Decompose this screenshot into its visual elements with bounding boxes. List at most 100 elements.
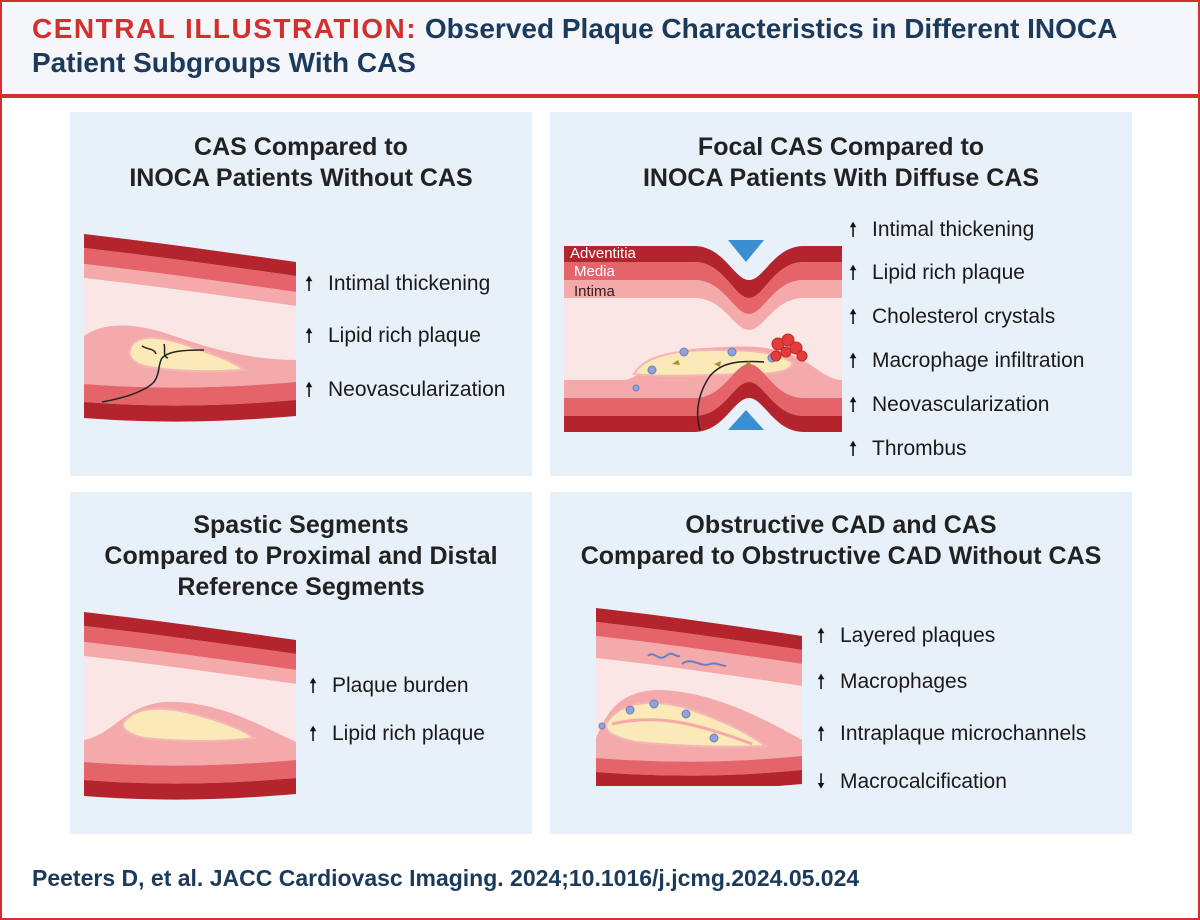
vessel-illustration	[84, 234, 296, 422]
vessel-adventitia-top	[84, 612, 296, 654]
vessel-adventitia-top	[596, 608, 802, 650]
layer-label-intima: Intima	[574, 283, 616, 300]
up-arrow-icon: 🠕	[308, 675, 318, 697]
panel-title-line: Reference Segments	[177, 573, 425, 601]
header-label: CENTRAL ILLUSTRATION:	[32, 13, 418, 44]
finding-item: 🠕 Layered plaques	[814, 624, 996, 648]
cholesterol-crystal	[672, 360, 680, 365]
thrombus-cell	[780, 346, 792, 358]
vessel-media-bottom	[84, 382, 296, 406]
layer-label-adventitia: Adventitia	[570, 245, 637, 262]
panel-title: Focal CAS Compared to INOCA Patients Wit…	[550, 132, 1132, 194]
stenosis-marker-top-icon	[728, 240, 764, 262]
microchannel	[647, 652, 681, 659]
finding-item: 🠕 Macrophage infiltration	[846, 349, 1085, 373]
header: CENTRAL ILLUSTRATION: Observed Plaque Ch…	[2, 2, 1198, 98]
stenosis-marker-bottom-icon	[728, 410, 764, 430]
neovessel	[101, 349, 205, 403]
vessel-adventitia-bottom	[596, 770, 802, 786]
up-arrow-icon: 🠕	[848, 262, 858, 284]
finding-item: 🠕 Neovascularization	[846, 393, 1050, 417]
up-arrow-icon: 🠕	[304, 273, 314, 295]
cholesterol-crystal	[744, 361, 752, 366]
neovessel-branch	[141, 343, 169, 359]
thrombus-cell	[770, 350, 782, 362]
vessel-adventitia-bottom	[84, 400, 296, 422]
finding-text: Plaque burden	[332, 674, 469, 697]
panel-title-line: Spastic Segments	[193, 511, 409, 539]
up-arrow-icon: 🠕	[816, 723, 826, 745]
panel-title-line: INOCA Patients Without CAS	[129, 164, 473, 192]
panel-focal-vs-diffuse: Focal CAS Compared to INOCA Patients Wit…	[550, 112, 1132, 476]
finding-item: 🠕 Neovascularization	[302, 378, 506, 402]
panel-title-line: CAS Compared to	[194, 133, 408, 161]
finding-item: 🠕 Lipid rich plaque	[302, 324, 481, 348]
finding-item: 🠕 Intimal thickening	[302, 272, 491, 296]
macrophage-cell	[679, 347, 689, 357]
cholesterol-crystals	[672, 360, 752, 367]
vessel-adventitia-top	[564, 246, 842, 298]
up-arrow-icon: 🠕	[304, 379, 314, 401]
panel-title-line: Compared to Proximal and Distal	[104, 542, 498, 570]
up-arrow-icon: 🠕	[304, 325, 314, 347]
plaque-layer-line	[611, 718, 753, 746]
up-arrow-icon: 🠕	[848, 394, 858, 416]
macrophage-cell	[632, 384, 640, 392]
finding-text: Neovascularization	[328, 378, 506, 401]
finding-item: 🠕 Lipid rich plaque	[306, 722, 485, 746]
panel-title: Obstructive CAD and CAS Compared to Obst…	[550, 510, 1132, 572]
vessel-media-top	[596, 622, 802, 664]
vessel-media-top	[564, 262, 842, 314]
vessel-illustration	[84, 612, 296, 800]
vessel-media-top	[84, 626, 296, 670]
vessel-adventitia-bottom	[84, 778, 296, 800]
header-title: Observed Plaque Characteristics in Diffe…	[32, 13, 1117, 78]
vessel-media-bottom	[564, 364, 842, 416]
panel-title-line: INOCA Patients With Diffuse CAS	[642, 164, 1040, 192]
finding-text: Cholesterol crystals	[872, 305, 1056, 328]
lipid-plaque	[122, 707, 257, 742]
vessel-illustration	[596, 608, 802, 786]
finding-text: Neovascularization	[872, 393, 1050, 416]
finding-item: 🠕 Lipid rich plaque	[846, 261, 1025, 285]
macrophage-cell	[625, 705, 635, 715]
finding-item: 🠕 Macrophages	[814, 670, 968, 694]
panel-title-line: Compared to Obstructive CAD Without CAS	[580, 542, 1102, 570]
vessel-intima-top	[84, 264, 296, 306]
vessel-media-bottom	[84, 760, 296, 784]
cholesterol-crystal	[714, 361, 721, 367]
neovessel	[696, 360, 765, 431]
macrophages	[598, 699, 719, 743]
layer-label-media: Media	[574, 263, 616, 280]
vessel-illustration: Adventitia Media Intima	[564, 240, 842, 432]
up-arrow-icon: 🠕	[848, 219, 858, 241]
macrophage-cell	[649, 699, 659, 709]
finding-item: 🠗 Macrocalcification	[814, 770, 1007, 794]
finding-item: 🠕 Intimal thickening	[846, 218, 1035, 242]
finding-text: Macrocalcification	[840, 770, 1007, 793]
finding-text: Lipid rich plaque	[332, 722, 485, 745]
thrombus	[770, 333, 808, 362]
panel-title-line: Focal CAS Compared to	[697, 133, 985, 161]
up-arrow-icon: 🠕	[816, 625, 826, 647]
panel-title: Spastic Segments Compared to Proximal an…	[70, 510, 532, 603]
vessel-adventitia-bottom	[564, 382, 842, 432]
lipid-plaque	[128, 336, 247, 373]
microchannel	[681, 660, 727, 667]
thrombus-cell	[781, 333, 795, 347]
finding-item: 🠕 Plaque burden	[306, 674, 469, 698]
panel-cas-vs-no-cas: CAS Compared to INOCA Patients Without C…	[70, 112, 532, 476]
macrophage-cell	[727, 347, 737, 357]
finding-text: Intimal thickening	[872, 218, 1035, 241]
vessel-adventitia-top	[84, 234, 296, 276]
finding-item: 🠕 Intraplaque microchannels	[814, 722, 1087, 746]
up-arrow-icon: 🠕	[816, 671, 826, 693]
citation: Peeters D, et al. JACC Cardiovasc Imagin…	[32, 865, 860, 891]
vessel-intima-top	[84, 642, 296, 684]
finding-text: Lipid rich plaque	[328, 324, 481, 347]
up-arrow-icon: 🠕	[848, 306, 858, 328]
vessel-media-bottom	[596, 756, 802, 776]
macrophage-cell	[598, 722, 606, 730]
up-arrow-icon: 🠕	[308, 723, 318, 745]
